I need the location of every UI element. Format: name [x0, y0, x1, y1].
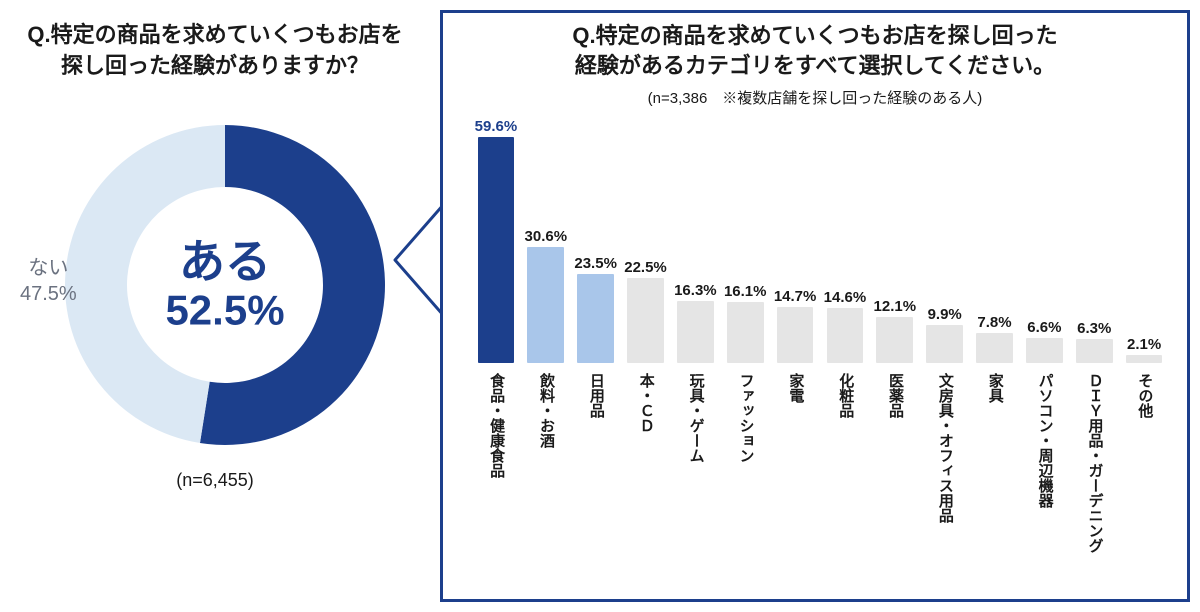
bar-col: 6.3%: [1071, 320, 1117, 363]
bar-category-label: 飲料・お酒: [538, 373, 555, 579]
bar-value-label: 30.6%: [525, 228, 568, 245]
bar-category-label: 食品・健康食品: [488, 373, 505, 579]
bar-label-col: 本・ＣＤ: [623, 371, 669, 579]
bar-value-label: 6.3%: [1077, 320, 1111, 337]
donut-panel: Q.特定の商品を求めていくつもお店を探し回った経験がありますか？ ある 52.5…: [0, 0, 430, 612]
bar-label-col: 食品・健康食品: [473, 371, 519, 579]
bar-panel: Q.特定の商品を求めていくつもお店を探し回った経験があるカテゴリをすべて選択して…: [440, 10, 1190, 602]
bar-col: 16.3%: [672, 282, 718, 363]
bar-label-col: ＤＩＹ用品・ガーデニング: [1071, 371, 1117, 579]
bar-rect: [777, 307, 814, 363]
donut-yes-pct: 52.5%: [165, 287, 284, 333]
bar-category-label: その他: [1136, 373, 1153, 579]
donut-no-label: ない 47.5%: [20, 255, 77, 307]
bar-label-col: 医薬品: [872, 371, 918, 579]
bar-category-label: 玩具・ゲーム: [687, 373, 704, 579]
bar-col: 12.1%: [872, 298, 918, 363]
donut-n-label: (n=6,455): [0, 470, 430, 491]
bar-value-label: 22.5%: [624, 259, 667, 276]
bar-value-label: 23.5%: [574, 255, 617, 272]
bar-label-col: 文房具・オフィス用品: [922, 371, 968, 579]
bar-col: 22.5%: [623, 259, 669, 364]
bar-category-label: ファッション: [737, 373, 754, 579]
donut-chart: ある 52.5%: [60, 120, 390, 450]
bar-category-label: ＤＩＹ用品・ガーデニング: [1086, 373, 1103, 579]
bar-rect: [827, 308, 864, 363]
bar-label-col: 玩具・ゲーム: [672, 371, 718, 579]
bar-question-title: Q.特定の商品を求めていくつもお店を探し回った経験があるカテゴリをすべて選択して…: [443, 21, 1187, 80]
bar-col: 30.6%: [523, 228, 569, 363]
bar-label-col: 日用品: [573, 371, 619, 579]
bar-label-col: ファッション: [722, 371, 768, 579]
bar-value-label: 6.6%: [1027, 319, 1061, 336]
bar-rect: [677, 301, 714, 363]
bar-label-col: 化粧品: [822, 371, 868, 579]
bar-category-label: 家電: [787, 373, 804, 579]
bar-col: 2.1%: [1121, 336, 1167, 363]
bar-value-label: 59.6%: [475, 118, 518, 135]
bar-col: 59.6%: [473, 118, 519, 363]
bar-category-label: 本・ＣＤ: [637, 373, 654, 579]
donut-yes-text: ある: [165, 237, 284, 288]
donut-question-title: Q.特定の商品を求めていくつもお店を探し回った経験がありますか？: [0, 20, 430, 82]
donut-no-text: ない: [20, 255, 77, 281]
bar-category-label: 医薬品: [887, 373, 904, 579]
bar-label-col: パソコン・周辺機器: [1021, 371, 1067, 579]
bar-label-col: 家具: [972, 371, 1018, 579]
bar-rect: [478, 137, 515, 363]
bar-category-label: 家具: [986, 373, 1003, 579]
bar-rect: [976, 333, 1013, 363]
bar-rect: [527, 247, 564, 363]
bar-value-label: 14.7%: [774, 288, 817, 305]
bar-category-label: パソコン・周辺機器: [1036, 373, 1053, 579]
bar-col: 9.9%: [922, 306, 968, 363]
bar-value-label: 9.9%: [928, 306, 962, 323]
bar-col: 6.6%: [1021, 319, 1067, 363]
bar-value-label: 16.3%: [674, 282, 717, 299]
bar-value-label: 14.6%: [824, 289, 867, 306]
bar-category-label: 文房具・オフィス用品: [936, 373, 953, 579]
bar-chart: 59.6% 30.6% 23.5% 22.5% 16.3% 16.1% 14.7% 14.6%…: [473, 113, 1167, 579]
bar-rect: [727, 302, 764, 363]
bar-rect: [1076, 339, 1113, 363]
bar-value-label: 16.1%: [724, 283, 767, 300]
bar-label-col: その他: [1121, 371, 1167, 579]
bar-category-label: 化粧品: [837, 373, 854, 579]
bar-rect: [1126, 355, 1163, 363]
bar-col: 7.8%: [972, 314, 1018, 363]
bar-value-label: 12.1%: [874, 298, 917, 315]
bar-col: 14.7%: [772, 288, 818, 363]
bar-col: 14.6%: [822, 289, 868, 363]
bar-col: 23.5%: [573, 255, 619, 363]
bar-category-label: 日用品: [587, 373, 604, 579]
bar-rect: [627, 278, 664, 364]
bar-rect: [876, 317, 913, 363]
donut-no-pct: 47.5%: [20, 281, 77, 307]
bar-rect: [1026, 338, 1063, 363]
bar-label-col: 飲料・お酒: [523, 371, 569, 579]
bar-rect: [577, 274, 614, 363]
bar-label-col: 家電: [772, 371, 818, 579]
bar-rect: [926, 325, 963, 363]
bar-value-label: 2.1%: [1127, 336, 1161, 353]
bar-value-label: 7.8%: [977, 314, 1011, 331]
bar-col: 16.1%: [722, 283, 768, 363]
bar-question-sub: (n=3,386 ※複数店舗を探し回った経験のある人): [443, 87, 1187, 108]
donut-yes-label: ある 52.5%: [165, 237, 284, 334]
